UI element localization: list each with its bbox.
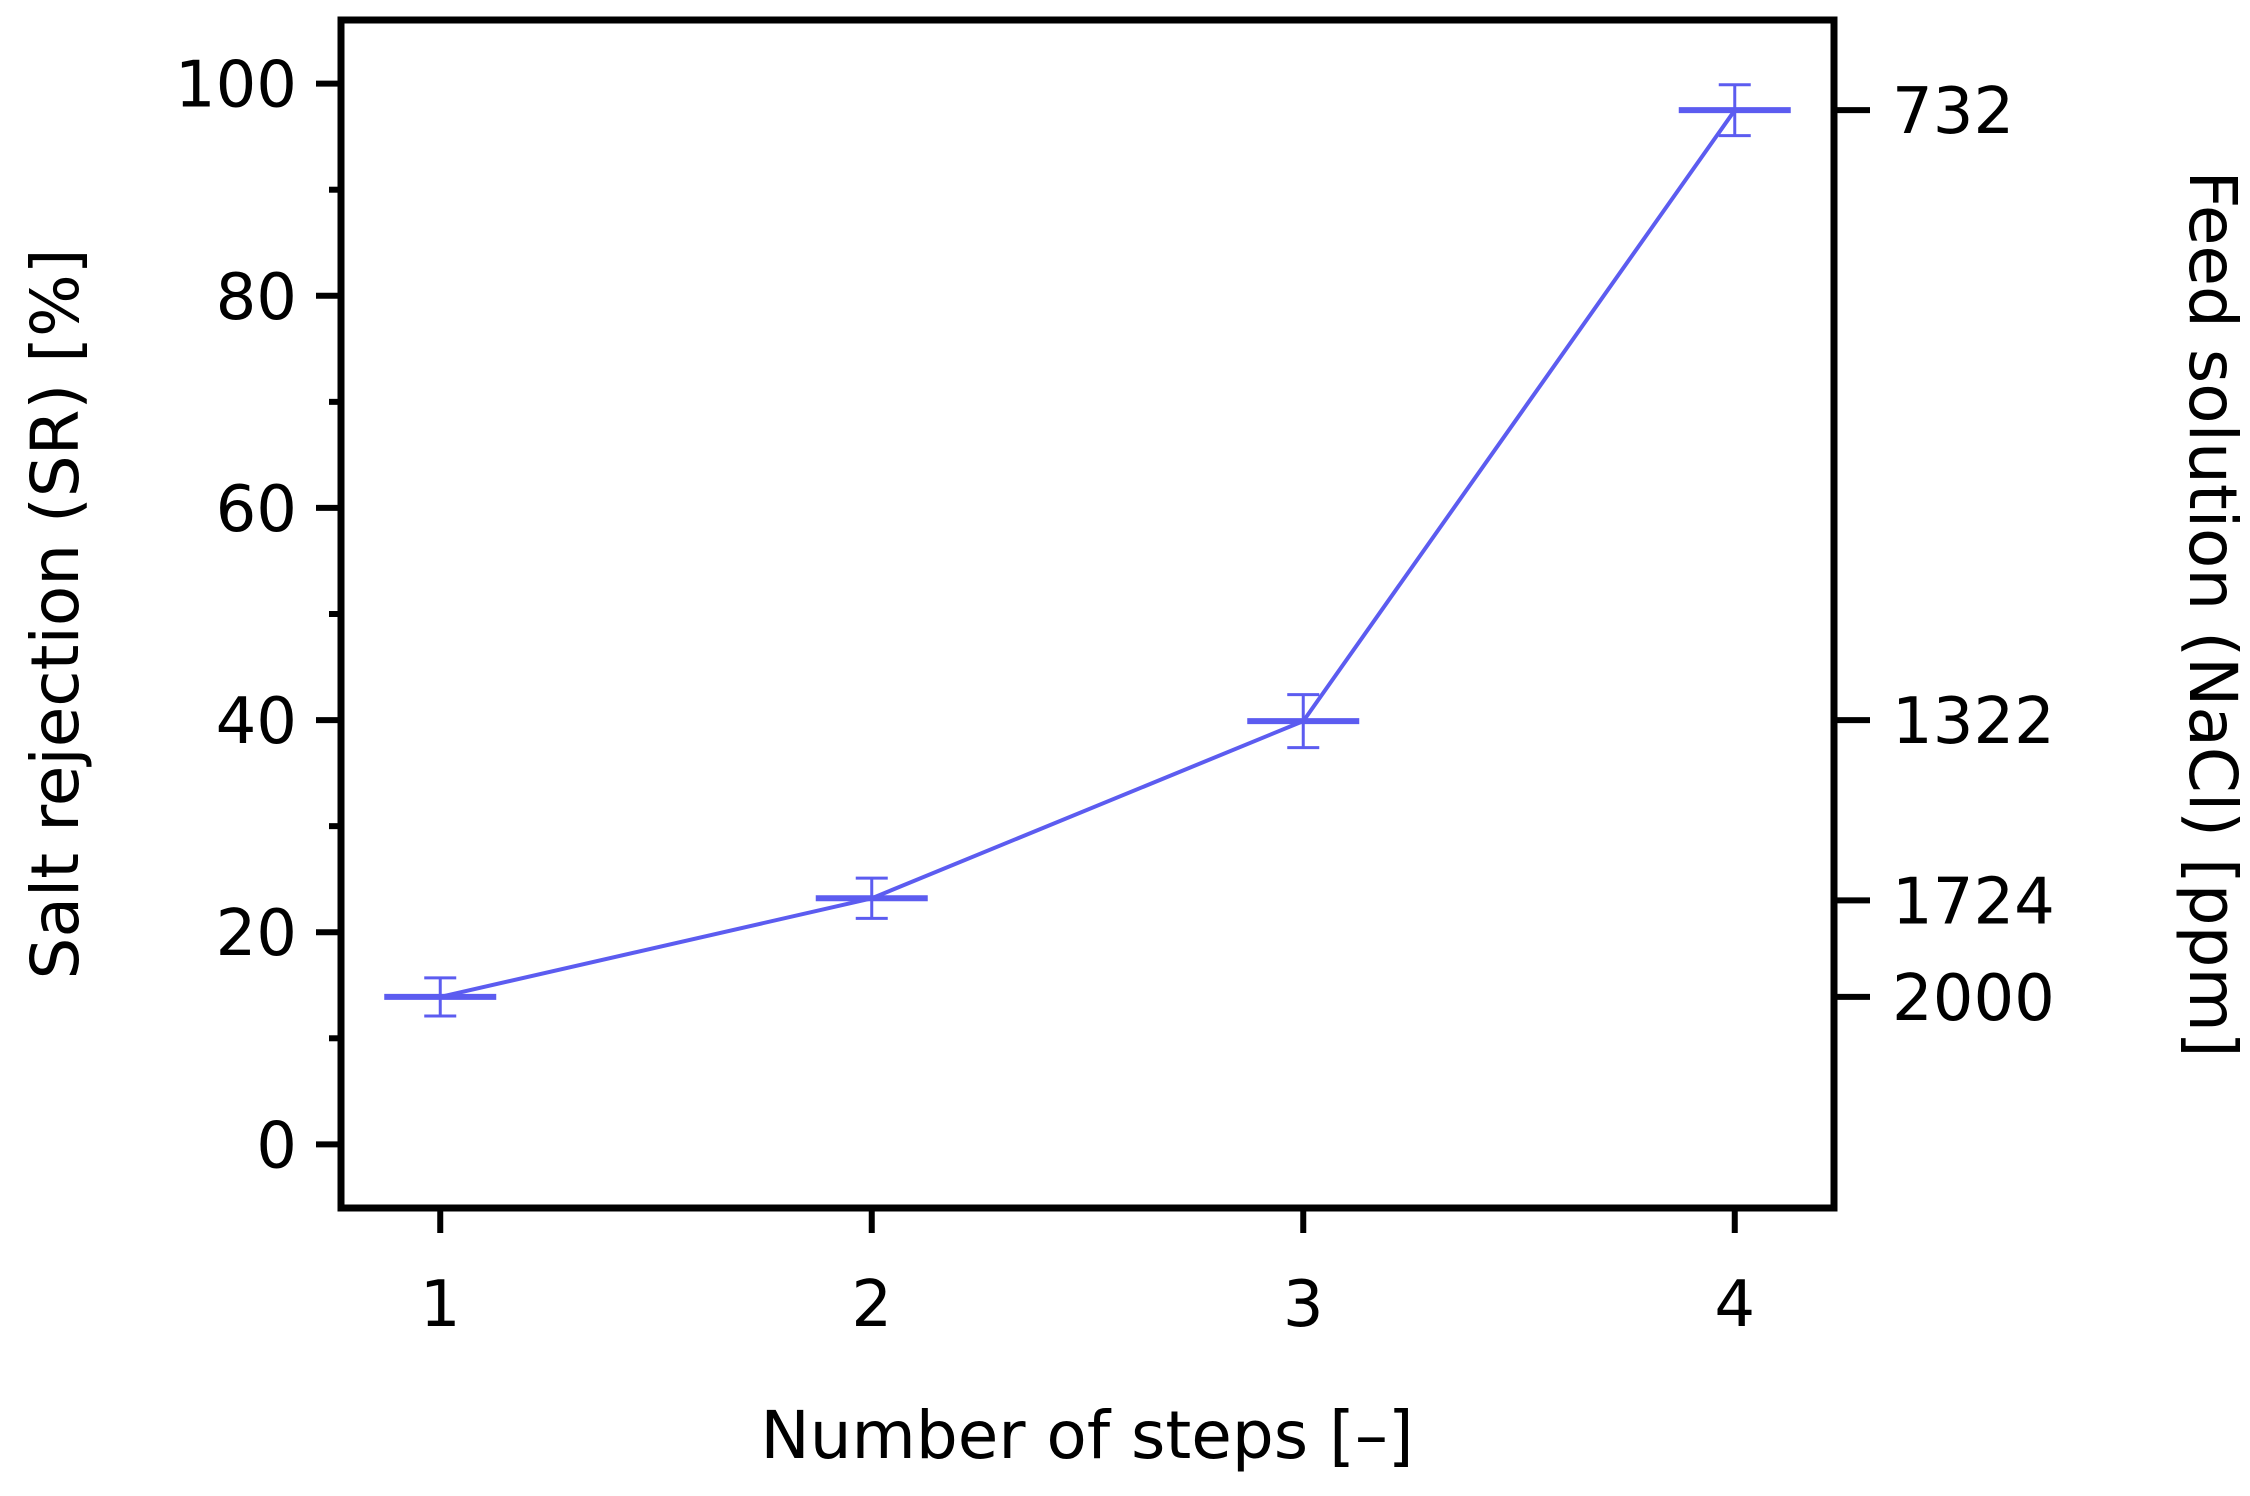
x-tick-label: 3: [1283, 1268, 1324, 1342]
labels-layer: 0 20 40 60 80 100 1 2 3 4 732 1322 1724 2000: [175, 49, 2055, 1342]
y-tick-label: 20: [216, 897, 297, 971]
x-axis-title: Number of steps [–]: [760, 1397, 1413, 1474]
y2-tick-label: 1724: [1892, 865, 2055, 939]
y-tick-label: 0: [256, 1109, 297, 1183]
y-tick-label: 100: [175, 49, 297, 123]
y-tick-label: 80: [216, 261, 297, 335]
plot-frame: [337, 16, 1838, 1212]
y2-tick-label: 732: [1892, 75, 2014, 149]
y2-tick-label: 2000: [1892, 962, 2055, 1036]
x-tick-label: 4: [1714, 1268, 1755, 1342]
y-tick-label: 40: [216, 685, 297, 759]
y-axis-title: Salt rejection (SR) [%]: [17, 249, 94, 980]
series-layer: [384, 83, 1791, 1018]
y2-tick-label: 1322: [1892, 685, 2055, 759]
series-line: [439, 109, 1737, 999]
y-tick-label: 60: [216, 473, 297, 547]
y2-axis-title: Feed solution (NaCl) [ppm]: [2174, 170, 2250, 1057]
x-tick-label: 1: [420, 1268, 461, 1342]
x-tick-label: 2: [851, 1268, 892, 1342]
ticks-layer: [316, 80, 1870, 1233]
